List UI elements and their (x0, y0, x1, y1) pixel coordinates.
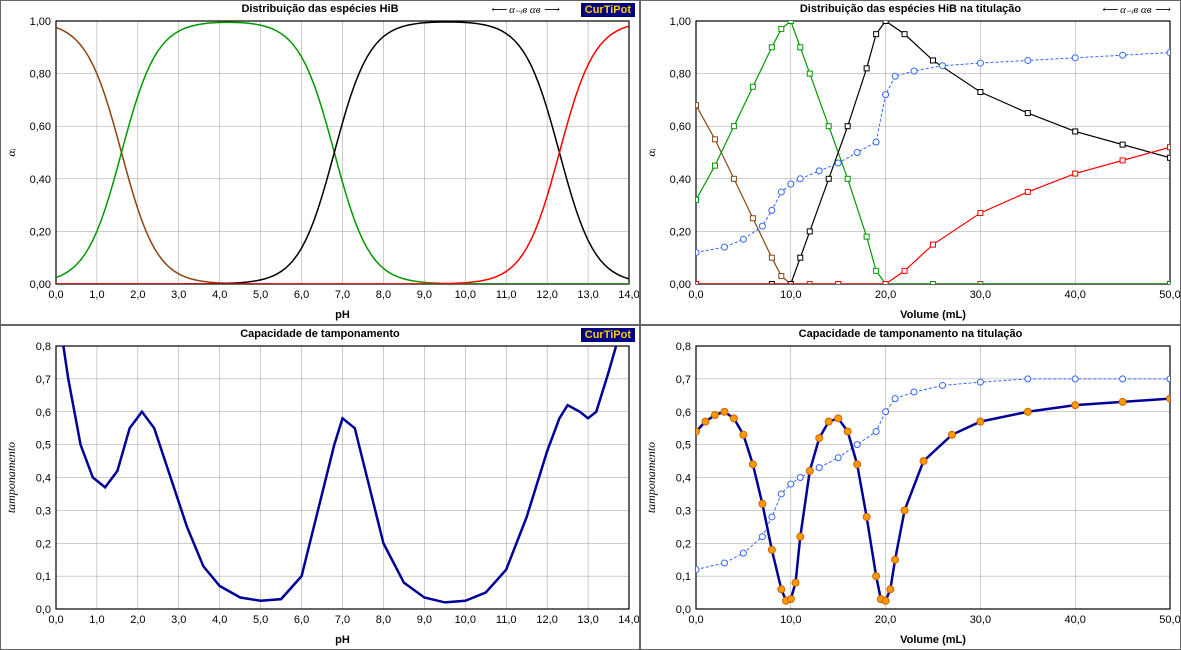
curtipot-logo-2: CurTiPot (581, 328, 635, 342)
svg-text:pH: pH (335, 309, 350, 321)
svg-text:1,00: 1,00 (30, 16, 51, 28)
svg-text:7,0: 7,0 (335, 289, 350, 301)
svg-text:0,60: 0,60 (30, 121, 51, 133)
svg-text:0,40: 0,40 (670, 174, 691, 186)
svg-text:αᵢ: αᵢ (4, 148, 18, 156)
svg-text:9,0: 9,0 (417, 614, 432, 626)
chart3-title: Capacidade de tamponamento (1, 328, 639, 340)
svg-text:0,20: 0,20 (30, 226, 51, 238)
svg-text:0,1: 0,1 (36, 571, 51, 583)
chart4-title: Capacidade de tamponamento na titulação (641, 328, 1180, 340)
svg-text:3,0: 3,0 (171, 614, 186, 626)
alpha-nav-1: ⟵ α₋ᵢв αв ⟶ (491, 3, 559, 16)
svg-text:Volume (mL): Volume (mL) (900, 309, 966, 321)
svg-text:20,0: 20,0 (875, 289, 896, 301)
svg-text:10,0: 10,0 (455, 289, 476, 301)
svg-text:0,2: 0,2 (36, 538, 51, 550)
svg-text:30,0: 30,0 (970, 289, 991, 301)
svg-text:6,0: 6,0 (294, 289, 309, 301)
chart-species-ph: Distribuição das espécies HiB ⟵ α₋ᵢв αв … (0, 0, 640, 325)
svg-text:11,0: 11,0 (496, 614, 517, 626)
svg-text:0,3: 0,3 (36, 505, 51, 517)
svg-text:13,0: 13,0 (577, 614, 598, 626)
svg-text:1,0: 1,0 (89, 614, 104, 626)
svg-text:0,1: 0,1 (676, 571, 691, 583)
svg-text:9,0: 9,0 (417, 289, 432, 301)
svg-text:4,0: 4,0 (212, 289, 227, 301)
svg-text:8,0: 8,0 (376, 289, 391, 301)
svg-text:1,0: 1,0 (89, 289, 104, 301)
svg-text:tamponamento: tamponamento (4, 442, 18, 513)
svg-text:0,5: 0,5 (36, 440, 51, 452)
svg-text:0,40: 0,40 (30, 174, 51, 186)
svg-text:0,7: 0,7 (676, 374, 691, 386)
curtipot-logo-1: CurTiPot (581, 3, 635, 17)
svg-text:7,0: 7,0 (335, 614, 350, 626)
svg-text:0,0: 0,0 (36, 604, 51, 616)
svg-text:0,20: 0,20 (670, 226, 691, 238)
svg-text:13,0: 13,0 (577, 289, 598, 301)
svg-text:1,00: 1,00 (670, 16, 691, 28)
chart-species-volume: Distribuição das espécies HiB na titulaç… (640, 0, 1181, 325)
svg-text:0,80: 0,80 (30, 69, 51, 81)
svg-text:0,7: 0,7 (36, 374, 51, 386)
svg-text:50,0: 50,0 (1159, 614, 1180, 626)
svg-text:0,00: 0,00 (670, 279, 691, 291)
svg-text:40,0: 40,0 (1064, 289, 1085, 301)
svg-text:0,80: 0,80 (670, 69, 691, 81)
svg-text:12,0: 12,0 (536, 289, 557, 301)
svg-text:0,8: 0,8 (36, 341, 51, 353)
svg-text:0,00: 0,00 (30, 279, 51, 291)
svg-text:5,0: 5,0 (253, 289, 268, 301)
svg-text:8,0: 8,0 (376, 614, 391, 626)
svg-text:0,60: 0,60 (670, 121, 691, 133)
svg-text:14,0: 14,0 (618, 289, 639, 301)
svg-text:10,0: 10,0 (780, 614, 801, 626)
svg-text:0,6: 0,6 (676, 407, 691, 419)
svg-text:5,0: 5,0 (253, 614, 268, 626)
svg-text:6,0: 6,0 (294, 614, 309, 626)
chart-buffer-ph: Capacidade de tamponamento CurTiPot 0,0 1… (0, 325, 640, 650)
svg-text:50,0: 50,0 (1159, 289, 1180, 301)
svg-text:αᵢ: αᵢ (644, 148, 658, 156)
svg-text:10,0: 10,0 (455, 614, 476, 626)
svg-text:10,0: 10,0 (780, 289, 801, 301)
svg-text:0,0: 0,0 (676, 604, 691, 616)
svg-text:30,0: 30,0 (970, 614, 991, 626)
svg-text:tamponamento: tamponamento (644, 442, 658, 513)
svg-text:40,0: 40,0 (1064, 614, 1085, 626)
svg-text:0,5: 0,5 (676, 440, 691, 452)
svg-text:0,6: 0,6 (36, 407, 51, 419)
svg-text:0,8: 0,8 (676, 341, 691, 353)
svg-text:0,3: 0,3 (676, 505, 691, 517)
alpha-nav-2: ⟵ α₋ᵢв αв ⟶ (1102, 3, 1170, 16)
svg-text:0,4: 0,4 (676, 473, 691, 485)
svg-text:14,0: 14,0 (618, 614, 639, 626)
svg-text:20,0: 20,0 (875, 614, 896, 626)
svg-text:0,4: 0,4 (36, 473, 51, 485)
svg-text:Volume (mL): Volume (mL) (900, 634, 966, 646)
chart2-title: Distribuição das espécies HiB na titulaç… (641, 3, 1180, 15)
svg-text:pH: pH (335, 634, 350, 646)
svg-text:0,2: 0,2 (676, 538, 691, 550)
svg-text:2,0: 2,0 (130, 289, 145, 301)
svg-text:3,0: 3,0 (171, 289, 186, 301)
chart-buffer-volume: Capacidade de tamponamento na titulação … (640, 325, 1181, 650)
svg-text:11,0: 11,0 (496, 289, 517, 301)
svg-text:4,0: 4,0 (212, 614, 227, 626)
svg-text:2,0: 2,0 (130, 614, 145, 626)
svg-text:12,0: 12,0 (536, 614, 557, 626)
